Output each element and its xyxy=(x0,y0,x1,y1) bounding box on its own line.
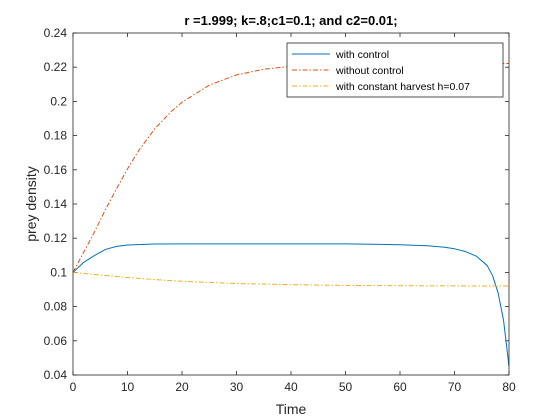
y-tick-label: 0.24 xyxy=(44,26,68,40)
x-axis-label: Time xyxy=(276,401,307,417)
y-tick-label: 0.22 xyxy=(44,60,68,74)
y-tick-label: 0.06 xyxy=(44,334,68,348)
y-tick-label: 0.14 xyxy=(44,197,68,211)
series-line-0 xyxy=(72,243,510,367)
y-tick-label: 0.1 xyxy=(50,265,67,279)
y-tick-label: 0.16 xyxy=(44,163,68,177)
x-tick-label: 10 xyxy=(121,380,135,394)
series-line-1 xyxy=(72,62,509,273)
series-line-2 xyxy=(72,271,510,287)
x-tick-label: 20 xyxy=(175,380,189,394)
y-axis-label: prey density xyxy=(23,166,39,241)
x-tick-label: 40 xyxy=(284,380,298,394)
y-tick-label: 0.12 xyxy=(44,231,68,245)
axes-box xyxy=(72,32,510,376)
y-tick-label: 0.04 xyxy=(44,368,68,382)
legend-label-constant-harvest: with constant harvest h=0.07 xyxy=(335,81,470,93)
y-tick-label: 0.2 xyxy=(50,94,67,108)
tick-group: 0 10 20 30 40 50 60 70 80 0.04 0.06 0.08 0.1 0.12 0.14… xyxy=(44,26,516,394)
legend-label-with-control: with control xyxy=(335,49,389,61)
x-tick-label: 80 xyxy=(502,380,516,394)
x-tick-label: 70 xyxy=(448,380,462,394)
legend: with control without control with consta… xyxy=(286,42,504,98)
x-tick-label: 0 xyxy=(70,380,77,394)
y-tick-label: 0.18 xyxy=(44,129,68,143)
chart-title: r =1.999; k=.8;c1=0.1; and c2=0.01; xyxy=(184,13,397,28)
x-tick-label: 30 xyxy=(230,380,244,394)
series-group xyxy=(72,62,510,367)
legend-label-without-control: without control xyxy=(335,65,404,77)
y-tick-label: 0.08 xyxy=(44,300,68,314)
x-tick-label: 50 xyxy=(339,380,353,394)
x-tick-label: 60 xyxy=(393,380,407,394)
legend-box xyxy=(286,42,504,98)
